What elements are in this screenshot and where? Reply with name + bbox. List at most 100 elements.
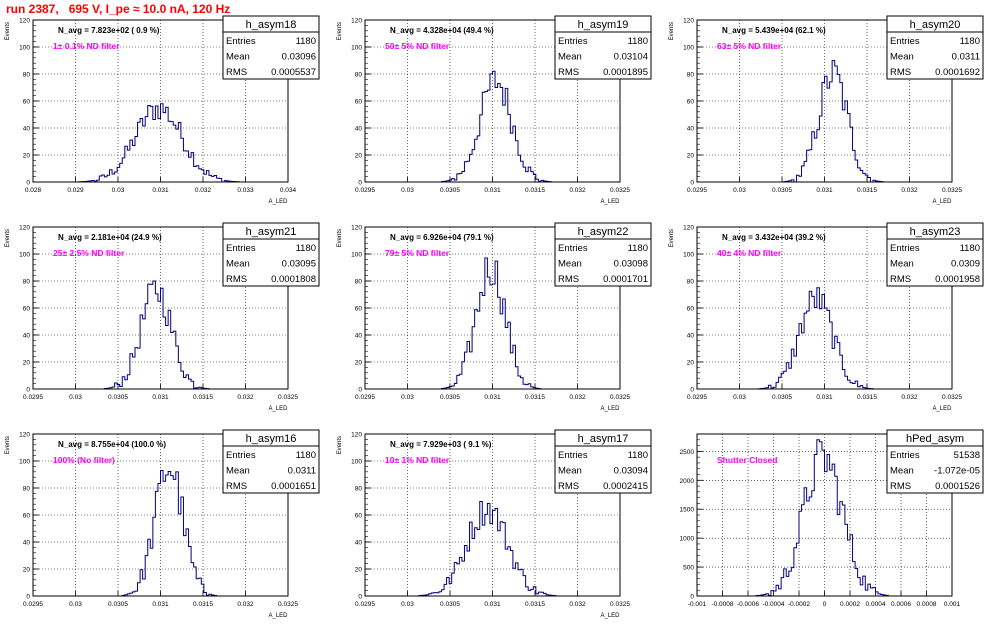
y-axis-label: Events <box>5 229 11 247</box>
stats-box <box>886 222 984 287</box>
x-axis-label: A_LED <box>268 613 288 619</box>
y-tick-label: 40 <box>355 126 363 133</box>
stat-label: RMS <box>226 481 247 492</box>
y-tick-label: 40 <box>23 333 31 340</box>
y-tick-label: 0 <box>358 387 362 394</box>
plot-frame <box>32 433 289 597</box>
stat-label: Mean <box>226 466 250 477</box>
x-tick-label: 0.0315 <box>857 394 877 401</box>
histogram-line-h_asym19 <box>365 70 620 183</box>
y-tick-label: 0 <box>26 387 30 394</box>
x-tick-label: 0.0325 <box>278 394 298 401</box>
stat-label: Mean <box>558 259 582 270</box>
x-tick-label: 0.031 <box>152 394 169 401</box>
histogram-svg: 0.0295 0.03 0.0305 0.031 0.0315 0.032 0.0325 0 2… <box>337 15 652 205</box>
y-tick-label: 40 <box>355 333 363 340</box>
histogram-name: hPed_asym <box>906 433 964 445</box>
y-tick-label: 2000 <box>680 478 695 485</box>
stat-label: RMS <box>558 67 579 78</box>
x-tick-label: 0.0325 <box>942 187 962 194</box>
x-axis-label: A_LED <box>932 406 952 412</box>
x-tick-label: 0.029 <box>67 187 84 194</box>
x-tick-label: 0.0315 <box>193 601 213 608</box>
x-tick-label: 0.03 <box>69 394 82 401</box>
y-tick-label: 0 <box>690 387 694 394</box>
x-axis-label: A_LED <box>600 613 620 619</box>
stat-value: 0.03098 <box>614 259 648 270</box>
filter-note: 100% (No filter) <box>53 455 115 465</box>
stats-box <box>554 222 652 287</box>
y-tick-label: 120 <box>351 225 362 232</box>
x-tick-label: 0.03 <box>401 187 414 194</box>
histogram-pad-h_asym17: 0.0295 0.03 0.0305 0.031 0.0315 0.032 0.0325 0 2… <box>332 428 664 635</box>
stat-value: 51538 <box>954 450 980 461</box>
y-tick-label: 80 <box>687 279 695 286</box>
plot-frame <box>364 433 621 597</box>
y-axis-label: Events <box>337 436 343 454</box>
run-title: run 2387, 695 V, I_pe ≈ 10.0 nA, 120 Hz <box>6 2 231 16</box>
plot-frame <box>696 226 953 390</box>
stat-label: Entries <box>558 36 588 47</box>
x-tick-label: 0.03 <box>112 187 125 194</box>
plot-frame <box>696 433 953 597</box>
x-tick-label: 0.032 <box>901 187 918 194</box>
histogram-svg: 0.0295 0.03 0.0305 0.031 0.0315 0.032 0.0325 0 2… <box>5 429 320 619</box>
x-tick-label: 0.031 <box>484 187 501 194</box>
y-tick-label: 0 <box>26 180 30 187</box>
histogram-pad-h_asym16: 0.0295 0.03 0.0305 0.031 0.0315 0.032 0.0325 0 2… <box>0 428 332 635</box>
histogram-name: h_asym19 <box>578 19 629 31</box>
x-tick-label: 0.0315 <box>525 187 545 194</box>
filter-note: 10± 1% ND filter <box>385 455 450 465</box>
x-tick-label: -0.0008 <box>711 601 733 608</box>
plot-title: N_avg = 6.926e+04 (79.1 %) <box>390 233 494 242</box>
plot-frame <box>364 19 621 183</box>
plot-title: N_avg = 4.328e+04 (49.4 %) <box>390 26 494 35</box>
stats-box <box>222 429 320 494</box>
y-tick-label: 40 <box>23 540 31 547</box>
y-tick-label: 500 <box>683 565 694 572</box>
y-tick-label: 60 <box>23 99 31 106</box>
x-tick-label: 0.033 <box>237 187 254 194</box>
x-tick-label: 0.032 <box>569 601 586 608</box>
y-tick-label: 0 <box>358 594 362 601</box>
stat-label: Entries <box>558 450 588 461</box>
stat-value: 0.0311 <box>952 52 980 63</box>
x-tick-label: 0.03 <box>733 187 746 194</box>
y-axis-label: Events <box>669 22 675 40</box>
x-tick-label: -0.0002 <box>788 601 810 608</box>
x-tick-label: 0.0305 <box>108 394 128 401</box>
plot-frame <box>32 19 289 183</box>
stat-value: 1180 <box>628 450 648 461</box>
y-tick-label: 100 <box>683 45 694 52</box>
x-tick-label: -0.0004 <box>762 601 784 608</box>
x-tick-label: 0.0008 <box>917 601 937 608</box>
y-tick-label: 40 <box>355 540 363 547</box>
y-axis-label: Events <box>669 229 675 247</box>
plot-frame <box>32 226 289 390</box>
y-tick-label: 0 <box>358 180 362 187</box>
y-tick-label: 80 <box>23 72 31 79</box>
x-tick-label: 0.03 <box>401 394 414 401</box>
x-tick-label: 0.0295 <box>687 187 707 194</box>
filter-note: 50± 5% ND filter <box>385 41 450 51</box>
x-tick-label: 0.0325 <box>610 394 630 401</box>
y-tick-label: 20 <box>355 567 363 574</box>
filter-note: 25± 2.5% ND filter <box>53 248 125 258</box>
histogram-name: h_asym23 <box>910 226 961 238</box>
histogram-pad-h_asym18: 0.028 0.029 0.03 0.031 0.032 0.033 0.034 0 20 40 6… <box>0 14 332 221</box>
stat-label: Entries <box>226 36 256 47</box>
histogram-svg: -0.001 -0.0008 -0.0006 -0.0004 -0.0002 0 0.000… <box>680 429 984 608</box>
stat-label: Entries <box>890 36 920 47</box>
histogram-name: h_asym17 <box>578 433 629 445</box>
stat-value: 0.03094 <box>614 466 648 477</box>
x-tick-label: 0.032 <box>237 394 254 401</box>
stat-label: Entries <box>890 450 920 461</box>
x-tick-label: 0.0305 <box>772 394 792 401</box>
stat-label: RMS <box>890 274 911 285</box>
x-tick-label: 0.0305 <box>440 187 460 194</box>
histogram-pad-h_asym21: 0.0295 0.03 0.0305 0.031 0.0315 0.032 0.0325 0 2… <box>0 221 332 428</box>
stat-value: -1.072e-05 <box>934 466 980 477</box>
x-tick-label: 0.03 <box>733 394 746 401</box>
y-tick-label: 120 <box>683 225 694 232</box>
y-tick-label: 100 <box>351 252 362 259</box>
